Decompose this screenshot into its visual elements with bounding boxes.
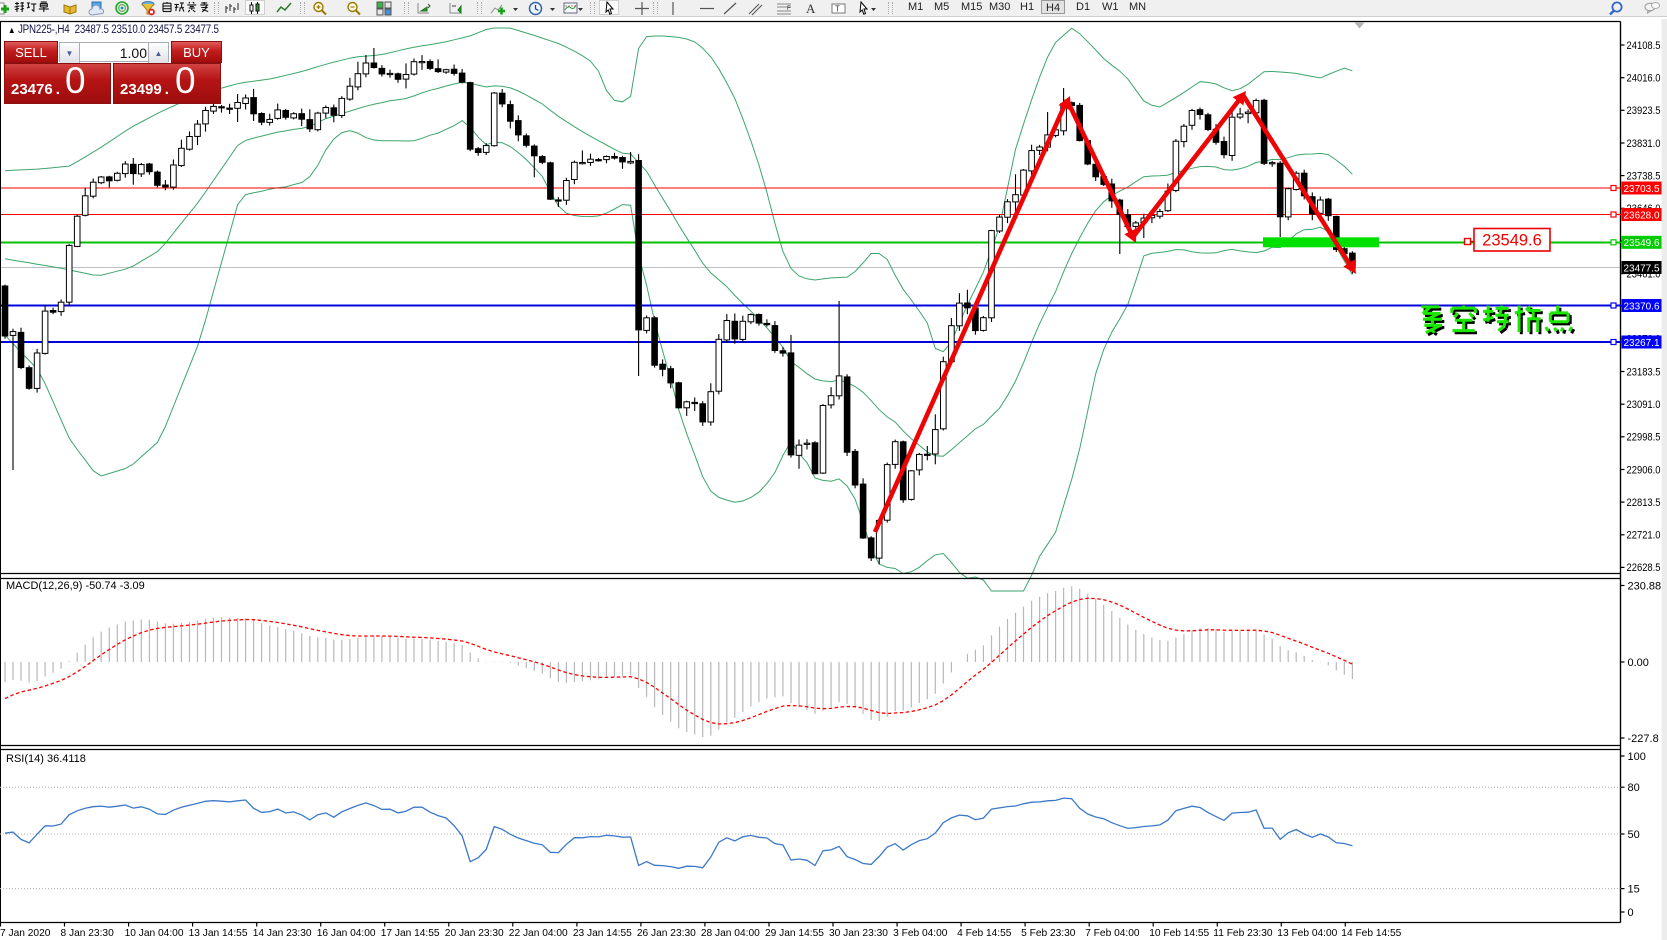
- svg-text:16 Jan 04:00: 16 Jan 04:00: [317, 928, 376, 939]
- svg-text:23703.5: 23703.5: [1624, 183, 1660, 195]
- svg-text:20 Jan 23:30: 20 Jan 23:30: [445, 928, 504, 939]
- svg-text:13 Feb 04:00: 13 Feb 04:00: [1277, 928, 1337, 939]
- svg-text:10 Feb 14:55: 10 Feb 14:55: [1149, 928, 1209, 939]
- svg-text:-227.8: -227.8: [1628, 733, 1659, 745]
- svg-text:29 Jan 14:55: 29 Jan 14:55: [765, 928, 824, 939]
- svg-text:13 Jan 14:55: 13 Jan 14:55: [189, 928, 248, 939]
- svg-text:8 Jan 23:30: 8 Jan 23:30: [61, 928, 115, 939]
- svg-text:80: 80: [1628, 782, 1640, 794]
- svg-text:11 Feb 23:30: 11 Feb 23:30: [1213, 928, 1273, 939]
- svg-text:26 Jan 23:30: 26 Jan 23:30: [637, 928, 696, 939]
- svg-text:22998.5: 22998.5: [1627, 432, 1661, 444]
- svg-text:5 Feb 23:30: 5 Feb 23:30: [1021, 928, 1076, 939]
- svg-text:22 Jan 04:00: 22 Jan 04:00: [509, 928, 568, 939]
- svg-text:10 Jan 04:00: 10 Jan 04:00: [125, 928, 184, 939]
- svg-text:22721.0: 22721.0: [1627, 530, 1661, 542]
- svg-text:23923.5: 23923.5: [1627, 105, 1661, 117]
- svg-text:23091.0: 23091.0: [1627, 399, 1661, 411]
- svg-text:7 Jan 2020: 7 Jan 2020: [0, 928, 51, 939]
- svg-text:23549.6: 23549.6: [1624, 237, 1660, 249]
- svg-text:22813.5: 22813.5: [1627, 497, 1661, 509]
- svg-text:50: 50: [1628, 829, 1640, 841]
- svg-text:4 Feb 14:55: 4 Feb 14:55: [957, 928, 1012, 939]
- svg-text:23370.6: 23370.6: [1624, 300, 1660, 312]
- svg-text:T: T: [835, 5, 840, 14]
- svg-text:3 Feb 04:00: 3 Feb 04:00: [893, 928, 948, 939]
- svg-text:22906.0: 22906.0: [1627, 464, 1661, 476]
- svg-text:MACD(12,26,9) -50.74 -3.09: MACD(12,26,9) -50.74 -3.09: [6, 580, 145, 592]
- svg-text:23183.5: 23183.5: [1627, 366, 1661, 378]
- svg-text:0.00: 0.00: [1628, 657, 1649, 669]
- svg-text:23549.6: 23549.6: [1482, 232, 1542, 250]
- svg-text:23477.5: 23477.5: [1624, 262, 1660, 274]
- svg-text:0: 0: [1628, 907, 1634, 919]
- svg-text:24108.5: 24108.5: [1627, 40, 1661, 52]
- svg-text:24016.0: 24016.0: [1627, 73, 1661, 85]
- svg-text:230.88: 230.88: [1628, 580, 1662, 592]
- svg-text:23738.5: 23738.5: [1627, 170, 1661, 182]
- svg-text:17 Jan 14:55: 17 Jan 14:55: [381, 928, 440, 939]
- svg-text:14 Jan 23:30: 14 Jan 23:30: [253, 928, 312, 939]
- svg-text:28 Jan 04:00: 28 Jan 04:00: [701, 928, 760, 939]
- svg-text:23 Jan 14:55: 23 Jan 14:55: [573, 928, 632, 939]
- svg-text:RSI(14) 36.4118: RSI(14) 36.4118: [6, 753, 86, 765]
- svg-text:7 Feb 04:00: 7 Feb 04:00: [1085, 928, 1140, 939]
- svg-text:100: 100: [1628, 751, 1646, 763]
- svg-text:23267.1: 23267.1: [1624, 337, 1660, 349]
- svg-text:23628.0: 23628.0: [1624, 209, 1660, 221]
- svg-text:14 Feb 14:55: 14 Feb 14:55: [1341, 928, 1401, 939]
- svg-text:30 Jan 23:30: 30 Jan 23:30: [829, 928, 888, 939]
- svg-text:F: F: [787, 6, 791, 12]
- svg-text:A: A: [806, 1, 816, 16]
- svg-text:23831.0: 23831.0: [1627, 138, 1661, 150]
- svg-text:15: 15: [1628, 883, 1640, 895]
- svg-text:22628.5: 22628.5: [1627, 562, 1661, 574]
